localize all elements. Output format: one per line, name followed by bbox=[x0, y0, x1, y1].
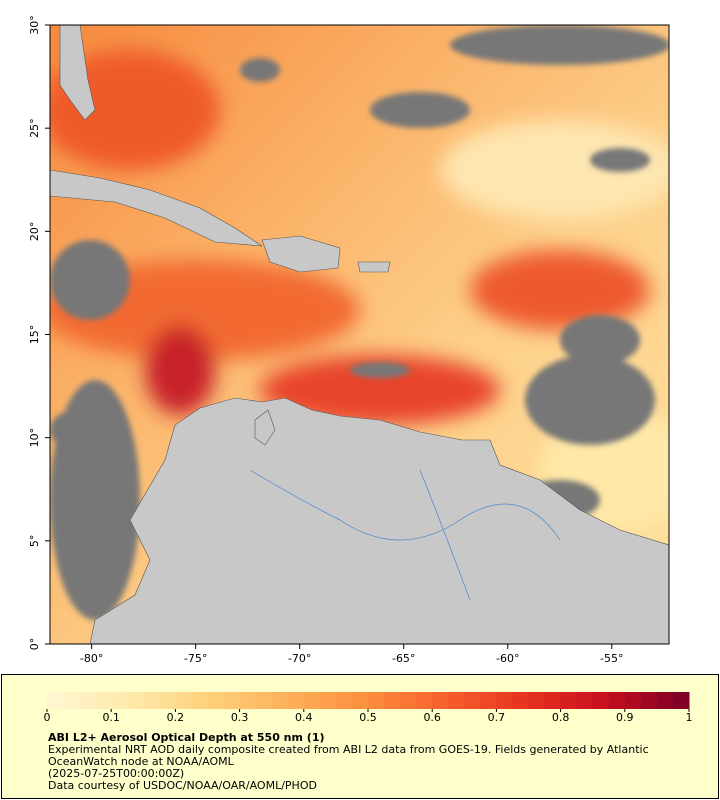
map-image bbox=[50, 25, 669, 644]
credit: Data courtesy of USDOC/NOAA/OAR/AOML/PHO… bbox=[48, 779, 317, 792]
colorbar-step bbox=[640, 692, 658, 709]
colorbar-tick-label: 0.5 bbox=[359, 711, 377, 724]
y-tick-label: 25° bbox=[28, 118, 41, 138]
colorbar-step bbox=[432, 692, 449, 709]
colorbar-step bbox=[624, 692, 642, 709]
rivers bbox=[249, 469, 561, 601]
colorbar-step bbox=[368, 692, 385, 709]
y-tick-label: 10° bbox=[28, 428, 41, 448]
colorbar-tick-label: 1 bbox=[686, 711, 693, 724]
colorbar-tick-label: 0.8 bbox=[552, 711, 570, 724]
colorbar-tick-label: 0.7 bbox=[488, 711, 506, 724]
colorbar-step bbox=[448, 692, 465, 709]
y-tick-label: 0° bbox=[28, 638, 41, 651]
y-tick-label: 15° bbox=[28, 325, 41, 345]
colorbar-step bbox=[464, 692, 481, 709]
colorbar-step bbox=[239, 692, 257, 709]
colorbar-step bbox=[400, 692, 417, 709]
colorbar-step bbox=[223, 692, 241, 709]
x-tick-label: -70° bbox=[288, 652, 311, 665]
x-tick-label: -60° bbox=[496, 652, 519, 665]
colorbar-step bbox=[384, 692, 401, 709]
colorbar-step bbox=[496, 692, 513, 709]
colorbar-step bbox=[319, 692, 337, 709]
colorbar-step bbox=[351, 692, 369, 709]
colorbar-tick-label: 0 bbox=[44, 711, 51, 724]
description: Experimental NRT AOD daily composite cre… bbox=[48, 743, 649, 768]
colorbar-step bbox=[592, 692, 610, 709]
colorbar-step bbox=[544, 692, 562, 709]
title: ABI L2+ Aerosol Optical Depth at 550 nm … bbox=[48, 731, 325, 744]
colorbar-step bbox=[528, 692, 546, 709]
colorbar-step bbox=[207, 692, 225, 709]
colorbar-tick-label: 0.2 bbox=[167, 711, 185, 724]
colorbar-step bbox=[47, 692, 64, 709]
x-tick-label: -80° bbox=[80, 652, 103, 665]
colorbar-step bbox=[159, 692, 176, 709]
colorbar-step bbox=[127, 692, 144, 709]
colorbar-step bbox=[143, 692, 160, 709]
x-tick-label: -55° bbox=[600, 652, 623, 665]
caption: ABI L2+ Aerosol Optical Depth at 550 nm … bbox=[48, 732, 678, 792]
colorbar-step bbox=[63, 692, 80, 709]
colorbar-step bbox=[287, 692, 305, 709]
colorbar-step bbox=[672, 692, 690, 709]
colorbar-tick-label: 0.9 bbox=[616, 711, 634, 724]
colorbar-step bbox=[560, 692, 578, 709]
colorbar-step bbox=[576, 692, 594, 709]
colorbar-step bbox=[512, 692, 529, 709]
colorbar-step bbox=[608, 692, 626, 709]
colorbar-step bbox=[303, 692, 321, 709]
y-tick-label: 30° bbox=[28, 15, 41, 35]
colorbar-step bbox=[111, 692, 128, 709]
colorbar-step bbox=[656, 692, 674, 709]
y-tick-label: 5° bbox=[28, 535, 41, 548]
land bbox=[50, 25, 669, 644]
colorbar-tick-label: 0.3 bbox=[231, 711, 249, 724]
colorbar-step bbox=[416, 692, 433, 709]
colorbar-tick-label: 0.6 bbox=[423, 711, 441, 724]
y-tick-label: 20° bbox=[28, 222, 41, 242]
colorbar-step bbox=[191, 692, 208, 709]
x-tick-label: -75° bbox=[184, 652, 207, 665]
colorbar-step bbox=[95, 692, 112, 709]
colorbar-step bbox=[271, 692, 289, 709]
colorbar-step bbox=[175, 692, 192, 709]
colorbar-step bbox=[335, 692, 353, 709]
colorbar-tick-label: 0.4 bbox=[295, 711, 313, 724]
date: (2025-07-25T00:00:00Z) bbox=[48, 767, 185, 780]
colorbar-step bbox=[79, 692, 96, 709]
colorbar-tick-label: 0.1 bbox=[102, 711, 120, 724]
x-tick-label: -65° bbox=[392, 652, 415, 665]
colorbar-step bbox=[480, 692, 497, 709]
colorbar-step bbox=[255, 692, 273, 709]
